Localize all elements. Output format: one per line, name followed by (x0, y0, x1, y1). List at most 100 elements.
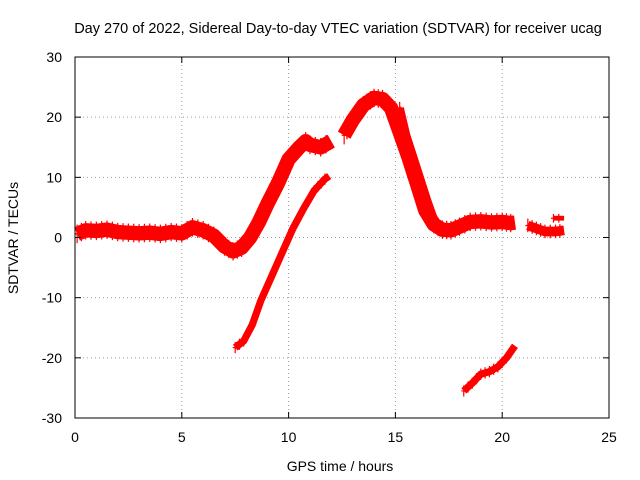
series-band (232, 173, 332, 351)
y-tick-label: -30 (42, 410, 62, 426)
data-point (509, 344, 515, 356)
series-main-peak (337, 88, 518, 240)
data-point (211, 226, 217, 245)
y-tick-label: -10 (42, 290, 62, 306)
data-point (499, 212, 505, 232)
data-point (491, 363, 497, 375)
data-point (163, 223, 169, 243)
data-point (371, 88, 377, 108)
data-point (104, 220, 110, 239)
data-point (429, 208, 435, 222)
data-point (456, 217, 462, 236)
data-point (131, 223, 137, 243)
data-point (247, 228, 253, 247)
data-point (352, 107, 358, 126)
data-point (341, 125, 347, 145)
data-point (360, 95, 366, 115)
data-point (478, 368, 484, 380)
data-point (533, 221, 539, 236)
data-point (358, 99, 364, 119)
data-point (109, 221, 115, 241)
data-point (495, 361, 501, 373)
data-point (293, 142, 299, 161)
data-point (452, 219, 458, 238)
data-point (83, 221, 89, 240)
data-point (323, 135, 329, 154)
data-point (309, 189, 315, 201)
data-point (147, 223, 153, 242)
data-point (465, 381, 471, 393)
data-point (250, 223, 256, 242)
data-point (222, 237, 228, 256)
data-point (550, 213, 556, 223)
data-point (557, 224, 563, 238)
data-point (200, 221, 206, 240)
series-late (525, 218, 565, 239)
x-tick-label: 15 (388, 429, 404, 445)
data-point (542, 224, 548, 239)
x-tick-label: 25 (601, 429, 617, 445)
data-point (311, 184, 317, 197)
data-point (444, 220, 450, 240)
x-axis-label: GPS time / hours (287, 458, 394, 474)
data-point (364, 93, 370, 112)
series-late-marker (550, 213, 565, 223)
data-point (303, 198, 309, 210)
x-tick-label: 20 (494, 429, 510, 445)
y-axis-label: SDTVAR / TECUs (5, 182, 21, 294)
data-point (120, 223, 126, 242)
data-point (312, 136, 318, 156)
data-point (93, 221, 99, 241)
axis-ticks: 0 5 10 15 20 25 -30 -20 -10 0 10 20 30 (42, 49, 617, 445)
y-tick-label: -20 (42, 350, 62, 366)
x-tick-label: 0 (71, 429, 79, 445)
data-point (538, 223, 544, 237)
data-point (525, 218, 531, 233)
data-point (236, 338, 242, 350)
data-point (318, 177, 324, 189)
data-point (230, 242, 236, 261)
data-point (218, 233, 224, 253)
data-point (307, 135, 313, 155)
data-point (503, 213, 509, 232)
data-point (483, 212, 489, 232)
data-point (253, 218, 259, 237)
data-point (508, 213, 514, 233)
data-point (301, 203, 307, 215)
data-point (168, 222, 174, 242)
data-point (350, 110, 356, 130)
data-point (469, 377, 475, 389)
data-point (173, 223, 179, 242)
y-tick-label: 30 (46, 49, 62, 65)
series-main (74, 132, 335, 261)
data-point (157, 224, 163, 244)
data-point (179, 224, 185, 243)
data-series (74, 88, 565, 397)
series-secondary (395, 101, 438, 222)
data-point (296, 138, 302, 157)
data-point (486, 366, 492, 378)
data-point (499, 356, 505, 368)
data-point (195, 219, 201, 238)
data-point (241, 235, 247, 254)
data-point (462, 215, 468, 234)
data-point (461, 385, 467, 397)
data-point (503, 352, 509, 364)
data-point (303, 132, 309, 151)
data-point (299, 135, 305, 154)
data-point (344, 120, 350, 140)
data-point (473, 212, 478, 231)
data-point (78, 222, 84, 242)
data-point (306, 193, 312, 206)
data-point (489, 213, 495, 232)
data-point (347, 115, 353, 135)
data-point (99, 221, 105, 240)
data-point (206, 223, 211, 243)
data-point (189, 218, 195, 237)
data-point (355, 103, 361, 122)
data-point (125, 223, 131, 242)
data-point (226, 239, 232, 259)
x-tick-label: 5 (178, 429, 186, 445)
data-point (448, 221, 454, 240)
